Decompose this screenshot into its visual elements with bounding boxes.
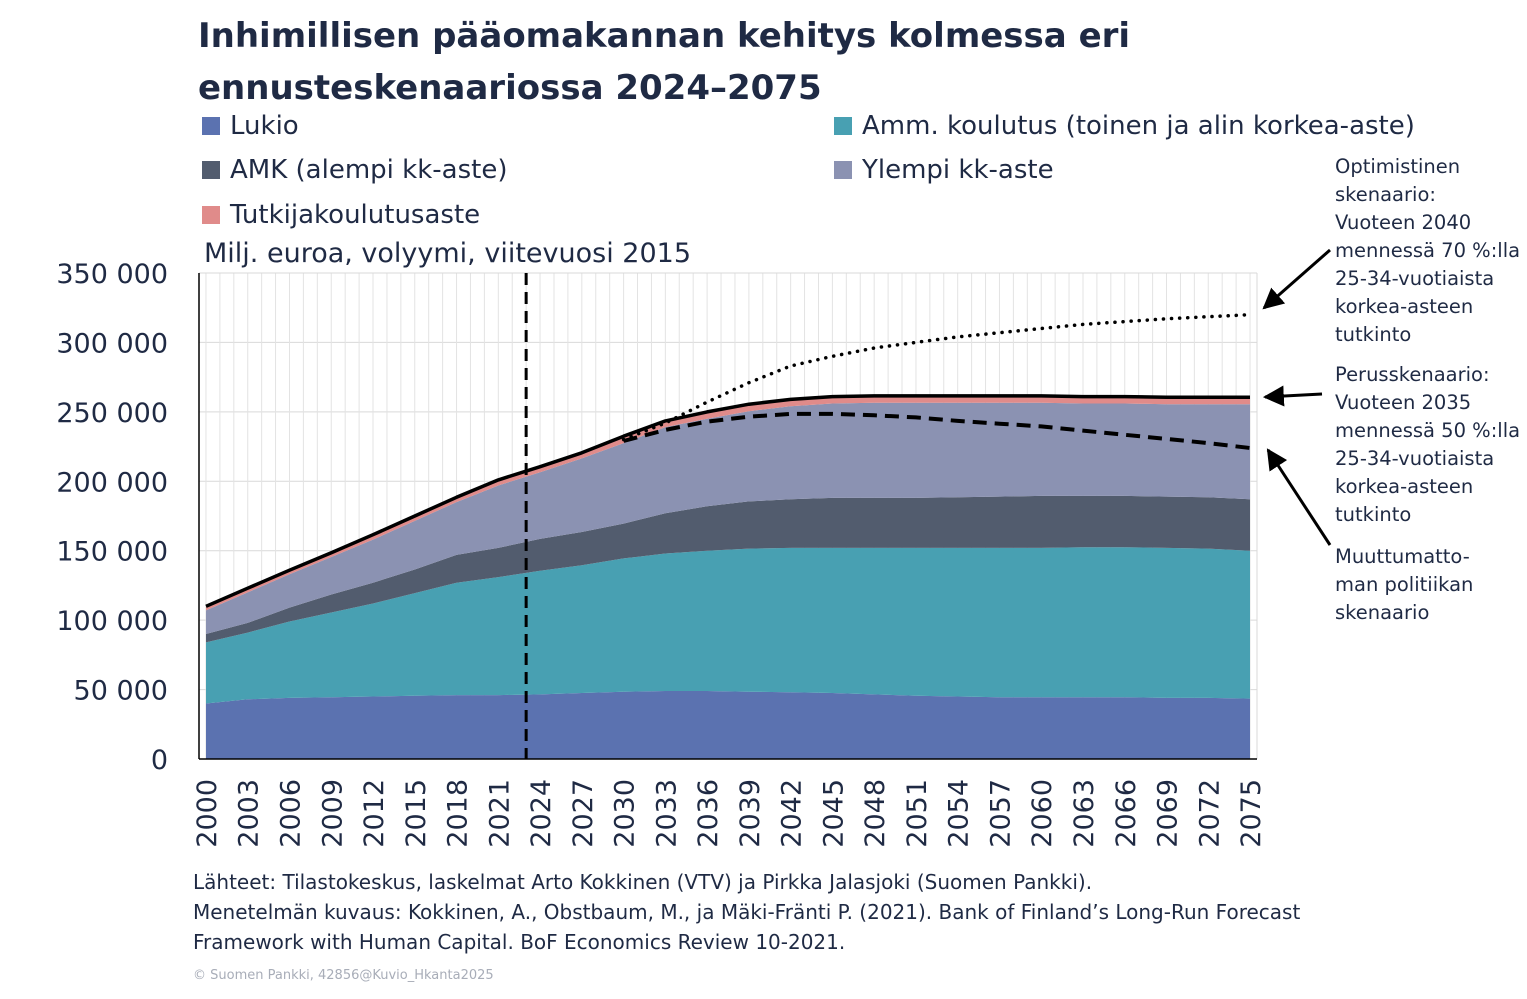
- y-tick-label: 100 000: [56, 606, 168, 637]
- arrow-unchanged: [1266, 448, 1332, 546]
- scenario-line-dashed: [623, 411, 1251, 450]
- legend-swatch-ylempi: [834, 161, 852, 179]
- annotation-base: Perusskenaario: Vuoteen 2035 mennessä 50…: [1335, 363, 1521, 526]
- legend-swatch-amm: [834, 117, 852, 135]
- y-tick-label: 300 000: [56, 328, 168, 359]
- x-tick-label: 2021: [484, 779, 515, 848]
- area-series-3: [206, 402, 1250, 634]
- x-tick-label: 2027: [568, 779, 599, 848]
- x-tick-label: 2012: [359, 779, 390, 848]
- y-tick-label: 250 000: [56, 398, 168, 429]
- x-tick-label: 2057: [986, 779, 1017, 848]
- area-series-0: [206, 691, 1250, 759]
- area-series-2: [206, 495, 1250, 643]
- legend-item-tutkija: Tutkijakoulutusaste: [202, 200, 480, 230]
- x-tick-label: 2033: [651, 779, 682, 848]
- y-unit-label: Milj. euroa, volyymi, viitevuosi 2015: [204, 238, 692, 269]
- x-tick-label: 2003: [234, 779, 265, 848]
- copyright: © Suomen Pankki, 42856@Kuvio_Hkanta2025: [193, 968, 494, 983]
- annotation-unchanged: Muuttumatto- man politiikan skenaario: [1335, 545, 1474, 624]
- y-tick-label: 350 000: [56, 259, 168, 290]
- y-tick-label: 200 000: [56, 467, 168, 498]
- y-tick-label: 50 000: [74, 676, 168, 707]
- x-tick-label: 2024: [526, 779, 557, 848]
- legend-swatch-lukio: [202, 117, 220, 135]
- x-tick-label: 2048: [860, 779, 891, 848]
- arrow-optimistic: [1262, 248, 1331, 310]
- legend-swatch-amk: [202, 161, 220, 179]
- arrow-base: [1262, 385, 1323, 407]
- x-tick-label: 2075: [1236, 779, 1267, 848]
- x-tick-label: 2015: [401, 779, 432, 848]
- x-tick-label: 2069: [1153, 779, 1184, 848]
- x-tick-label: 2063: [1069, 779, 1100, 848]
- legend-item-amk: AMK (alempi kk-aste): [202, 155, 507, 185]
- legend-label-amk: AMK (alempi kk-aste): [230, 155, 508, 185]
- legend-item-amm: Amm. koulutus (toinen ja alin korkea-ast…: [834, 111, 1415, 141]
- legend-label-lukio: Lukio: [230, 111, 299, 141]
- x-tick-label: 2054: [944, 779, 975, 848]
- x-tick-label: 2042: [777, 779, 808, 848]
- x-tick-label: 2060: [1027, 779, 1058, 848]
- y-tick-label: 150 000: [56, 537, 168, 568]
- legend-item-ylempi: Ylempi kk-aste: [834, 155, 1054, 185]
- x-tick-label: 2030: [610, 779, 641, 848]
- x-tick-label: 2039: [735, 779, 766, 848]
- scenario-line-solid: [205, 394, 1250, 608]
- x-tick-label: 2009: [317, 779, 348, 848]
- footer-method-1: Menetelmän kuvaus: Kokkinen, A., Obstbau…: [193, 900, 1301, 924]
- legend-item-lukio: Lukio: [202, 111, 299, 141]
- x-tick-label: 2006: [276, 779, 307, 848]
- scenario-line-dotted: [621, 312, 1252, 442]
- legend-label-tutkija: Tutkijakoulutusaste: [230, 200, 481, 230]
- x-tick-label: 2018: [443, 779, 474, 848]
- legend-label-amm: Amm. koulutus (toinen ja alin korkea-ast…: [862, 111, 1415, 141]
- legend-swatch-tutkija: [202, 206, 220, 224]
- x-tick-label: 2072: [1194, 779, 1225, 848]
- x-tick-label: 2000: [192, 779, 223, 848]
- x-tick-label: 2051: [902, 779, 933, 848]
- x-tick-label: 2036: [693, 779, 724, 848]
- area-series-1: [206, 547, 1250, 704]
- footer-sources: Lähteet: Tilastokeskus, laskelmat Arto K…: [193, 870, 1093, 894]
- footer-method-2: Framework with Human Capital. BoF Econom…: [193, 930, 846, 954]
- annotation-optimistic: Optimistinen skenaario: Vuoteen 2040 men…: [1335, 155, 1521, 346]
- y-tick-label: 0: [151, 745, 168, 776]
- legend-label-ylempi: Ylempi kk-aste: [862, 155, 1054, 185]
- chart-title: Inhimillisen pääomakannan kehitys kolmes…: [198, 16, 1131, 108]
- x-tick-label: 2045: [818, 779, 849, 848]
- x-tick-label: 2066: [1111, 779, 1142, 848]
